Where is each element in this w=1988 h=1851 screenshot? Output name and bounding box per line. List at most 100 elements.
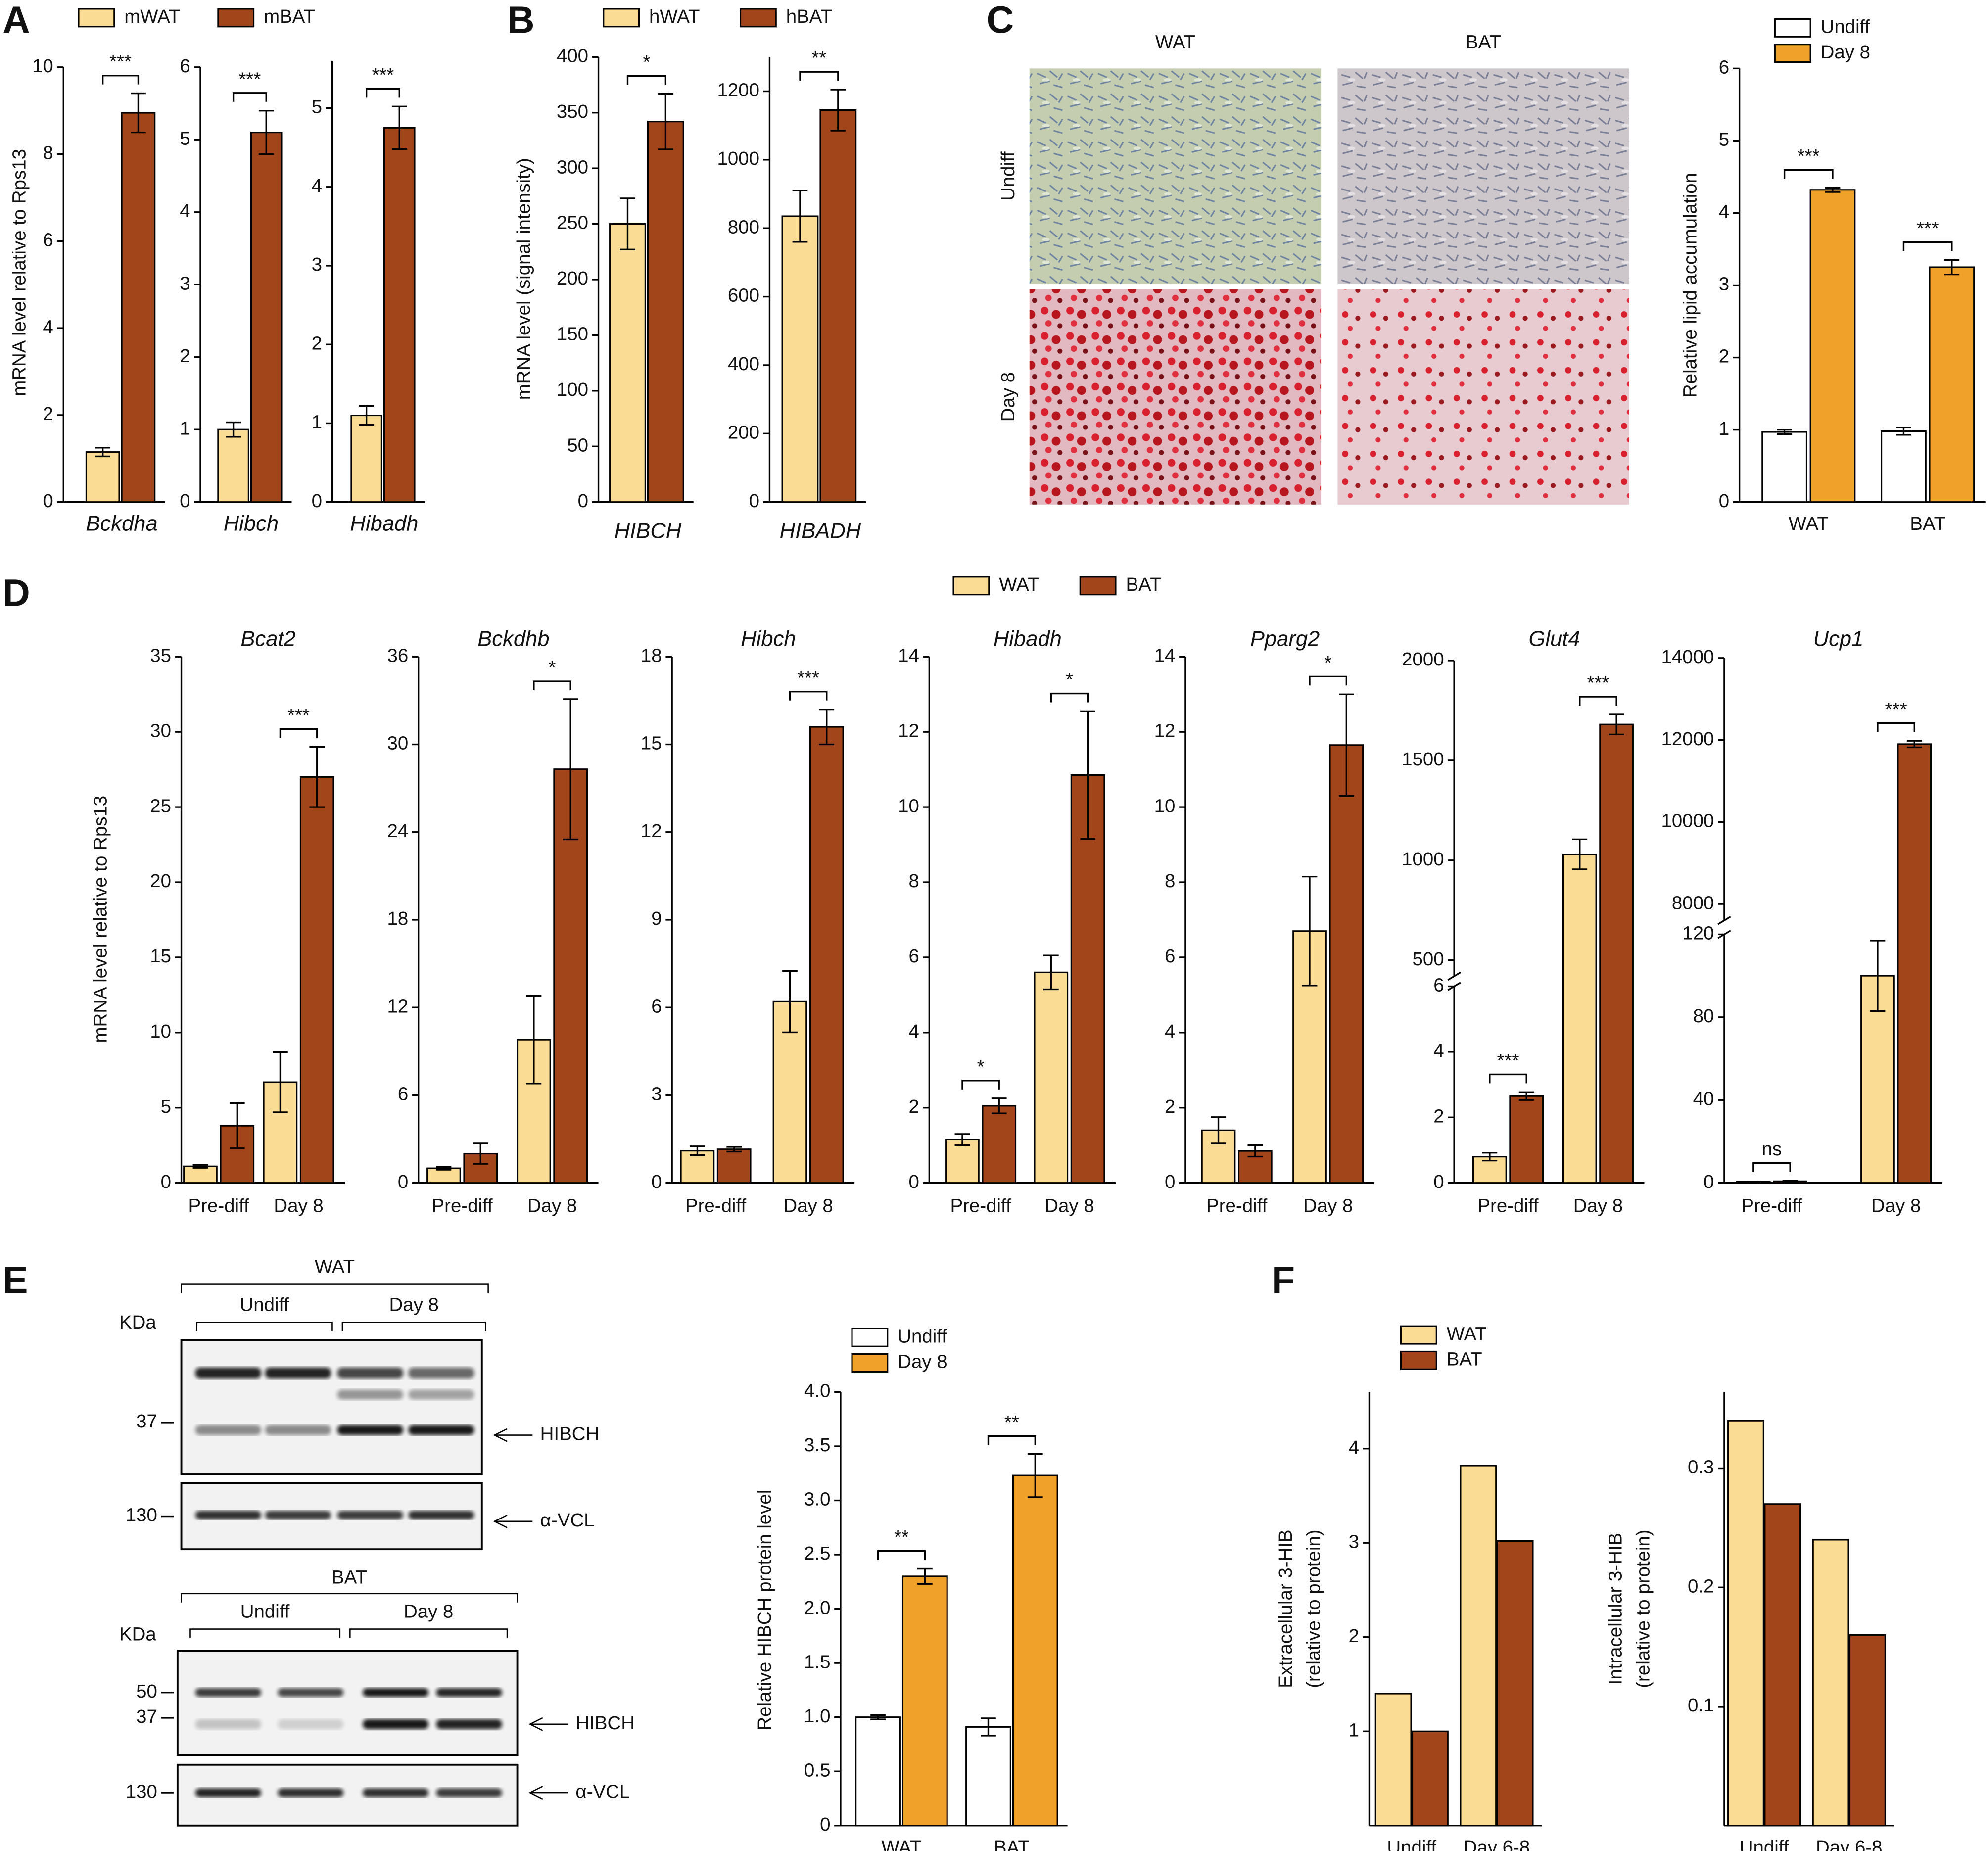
- error-bar: [1247, 1144, 1263, 1158]
- error-bar: [436, 1166, 452, 1171]
- y-tick-label: 0: [1704, 1171, 1714, 1192]
- y-tick-label: 6: [1165, 946, 1175, 967]
- blot-bracket: [196, 1322, 333, 1331]
- legend-swatch: [1400, 1350, 1437, 1370]
- legend-swatch: [1774, 44, 1811, 63]
- error-bar: [391, 105, 407, 150]
- bar: [1809, 189, 1856, 503]
- panel-letter: B: [507, 0, 535, 41]
- y-tick-label: 0: [1719, 490, 1729, 512]
- x-tick-label: WAT: [881, 1837, 921, 1851]
- bar: [121, 112, 156, 503]
- blot-band: [265, 1511, 331, 1519]
- x-tick-label: Day 8: [274, 1195, 323, 1216]
- y-tick-label: 0.2: [1688, 1575, 1714, 1597]
- x-tick-label: Pre-diff: [189, 1195, 249, 1216]
- significance-bracket: [279, 728, 318, 738]
- error-bar: [1782, 1180, 1798, 1183]
- bar: [1849, 1634, 1886, 1827]
- x-tick-label: Pre-diff: [1741, 1195, 1802, 1216]
- bar: [1727, 1420, 1764, 1827]
- y-tick-label: 0: [43, 490, 53, 512]
- blot-background: [176, 1650, 519, 1756]
- bar: [965, 1726, 1011, 1827]
- significance-bracket: [1489, 1073, 1527, 1084]
- y-tick-label: 8000: [1672, 892, 1714, 913]
- y-tick-label: 400: [557, 45, 588, 66]
- error-bar: [473, 1142, 488, 1165]
- bar: [217, 428, 249, 503]
- y-tick-label: 2: [1719, 346, 1729, 367]
- blot-unit: KDa: [119, 1312, 156, 1333]
- error-bar: [830, 89, 846, 132]
- x-tick-label: Day 8: [783, 1195, 833, 1216]
- column-label: BAT: [1466, 31, 1501, 52]
- blot-band: [265, 1425, 331, 1435]
- significance-label: ***: [287, 705, 310, 726]
- significance-bracket: [961, 1080, 1000, 1090]
- error-bar: [1906, 740, 1922, 749]
- y-tick-label: 2: [1165, 1096, 1175, 1117]
- y-tick-label: 200: [557, 268, 588, 289]
- significance-label: ***: [109, 51, 132, 72]
- legend-label: Undiff: [898, 1326, 947, 1347]
- y-tick-label: 4: [1349, 1437, 1359, 1458]
- size-marker: 50: [136, 1681, 157, 1702]
- y-tick-label: 12000: [1661, 728, 1714, 750]
- panel-letter: A: [2, 0, 30, 41]
- bar: [85, 451, 120, 503]
- arrow: [493, 1428, 533, 1442]
- y-tick-label: 3: [651, 1084, 662, 1105]
- y-tick-label: 12: [898, 720, 919, 741]
- legend-label: Day 8: [1821, 42, 1870, 63]
- y-tick-label: 14: [1154, 645, 1176, 666]
- error-bar: [1572, 838, 1588, 870]
- significance-label: *: [643, 51, 650, 73]
- error-bar: [131, 92, 146, 134]
- y-tick-label: 10000: [1661, 810, 1714, 832]
- legend-label: WAT: [1447, 1323, 1487, 1344]
- chart-title: Ucp1: [1813, 627, 1864, 651]
- error-bar: [1080, 710, 1095, 840]
- y-tick-label: 4: [1433, 1040, 1444, 1061]
- y-tick-label: 300: [557, 156, 588, 178]
- y-tick-label: 400: [728, 353, 759, 375]
- blot-band: [362, 1688, 429, 1697]
- bar: [716, 1148, 752, 1184]
- legend-label: mBAT: [264, 6, 315, 27]
- error-bar: [226, 421, 241, 438]
- significance-bracket: [1877, 722, 1915, 732]
- y-tick-label: 0: [578, 490, 588, 512]
- error-bar: [819, 708, 835, 746]
- arrow: [493, 1514, 533, 1528]
- x-tick-label: Day 8: [1871, 1195, 1921, 1216]
- panel-letter: F: [1272, 1259, 1295, 1301]
- error-bar: [1777, 428, 1792, 435]
- bar: [1929, 266, 1975, 503]
- blot-band: [278, 1719, 344, 1730]
- chart-title: Bcat2: [240, 627, 295, 651]
- row-label: Undiff: [997, 151, 1019, 201]
- y-tick-label: 15: [641, 733, 662, 754]
- blot-band: [362, 1788, 429, 1798]
- blot-bracket: [181, 1283, 489, 1293]
- y-tick-label: 25: [150, 795, 171, 816]
- y-tick-label: 6: [180, 55, 190, 77]
- blot-band: [195, 1367, 261, 1379]
- legend-swatch: [1400, 1325, 1437, 1345]
- x-tick-label: Pre-diff: [1477, 1195, 1538, 1216]
- y-tick-label: 0: [820, 1814, 830, 1835]
- error-bar: [620, 197, 635, 250]
- blot-bracket: [349, 1628, 508, 1638]
- error-bar: [954, 1133, 970, 1146]
- arrow: [528, 1786, 568, 1800]
- significance-bracket: [102, 74, 140, 85]
- y-tick-label: 100: [557, 379, 588, 400]
- blot-band: [408, 1389, 474, 1400]
- error-bar: [229, 1102, 245, 1149]
- y-tick-label: 1.5: [804, 1651, 830, 1672]
- blot-band: [436, 1688, 502, 1697]
- y-tick-label: 12: [387, 996, 408, 1017]
- y-axis-label: Relative HIBCH protein level: [754, 1490, 775, 1731]
